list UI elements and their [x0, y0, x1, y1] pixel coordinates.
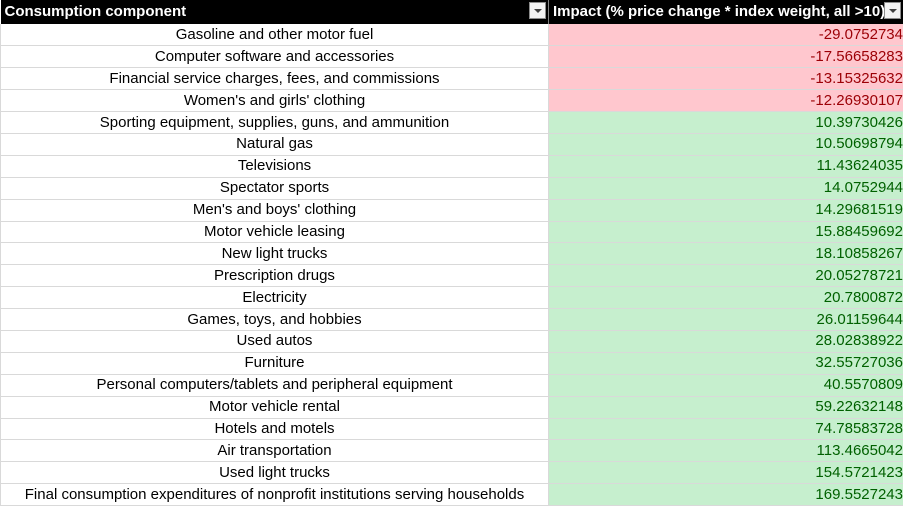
component-cell[interactable]: Hotels and motels — [0, 418, 549, 441]
table-row: Personal computers/tablets and periphera… — [0, 374, 903, 397]
impact-cell[interactable]: 26.01159644 — [548, 308, 903, 331]
impact-cell[interactable]: 10.50698794 — [548, 133, 903, 156]
impact-cell[interactable]: 169.5527243 — [548, 483, 903, 506]
component-cell[interactable]: Gasoline and other motor fuel — [0, 24, 549, 47]
impact-cell[interactable]: 40.5570809 — [548, 374, 903, 397]
impact-cell[interactable]: 14.29681519 — [548, 199, 903, 222]
impact-cell[interactable]: -17.56658283 — [548, 45, 903, 69]
impact-cell[interactable]: 15.88459692 — [548, 221, 903, 244]
component-cell[interactable]: Air transportation — [0, 439, 549, 463]
impact-cell[interactable]: 14.0752944 — [548, 177, 903, 200]
component-cell[interactable]: Women's and girls' clothing — [0, 89, 549, 113]
table-row: Used autos 28.02838922 — [0, 330, 903, 353]
impact-cell[interactable]: 154.5721423 — [548, 461, 903, 485]
component-cell[interactable]: Natural gas — [0, 133, 549, 156]
table-row: Televisions 11.43624035 — [0, 155, 903, 178]
table-row: Natural gas 10.50698794 — [0, 133, 903, 156]
impact-cell[interactable]: 20.05278721 — [548, 264, 903, 288]
impact-cell[interactable]: 32.55727036 — [548, 352, 903, 375]
impact-cell[interactable]: 59.22632148 — [548, 396, 903, 419]
table-row: Women's and girls' clothing -12.26930107 — [0, 89, 903, 113]
table-row: New light trucks 18.10858267 — [0, 242, 903, 266]
component-cell[interactable]: Electricity — [0, 286, 549, 310]
impact-cell[interactable]: 113.4665042 — [548, 439, 903, 463]
component-cell[interactable]: New light trucks — [0, 242, 549, 266]
component-cell[interactable]: Used autos — [0, 330, 549, 353]
component-cell[interactable]: Used light trucks — [0, 461, 549, 485]
impact-cell[interactable]: -12.26930107 — [548, 89, 903, 113]
column-header-component[interactable]: Consumption component — [0, 0, 549, 24]
column-header-impact[interactable]: Impact (% price change * index weight, a… — [548, 0, 903, 24]
column-header-component-label: Consumption component — [4, 3, 187, 20]
table-row: Motor vehicle rental 59.22632148 — [0, 396, 903, 419]
table-row: Gasoline and other motor fuel -29.0752734 — [0, 24, 903, 47]
table-row: Motor vehicle leasing 15.88459692 — [0, 221, 903, 244]
component-cell[interactable]: Motor vehicle rental — [0, 396, 549, 419]
impact-cell[interactable]: 28.02838922 — [548, 330, 903, 353]
table-row: Computer software and accessories -17.566… — [0, 45, 903, 69]
impact-cell[interactable]: 18.10858267 — [548, 242, 903, 266]
component-cell[interactable]: Spectator sports — [0, 177, 549, 200]
table-row: Final consumption expenditures of nonpro… — [0, 483, 903, 506]
table-row: Financial service charges, fees, and com… — [0, 67, 903, 91]
table-body: Gasoline and other motor fuel -29.0752734… — [0, 24, 903, 506]
impact-cell[interactable]: 74.78583728 — [548, 418, 903, 441]
table-row: Hotels and motels 74.78583728 — [0, 418, 903, 441]
component-cell[interactable]: Computer software and accessories — [0, 45, 549, 69]
table-row: Sporting equipment, supplies, guns, and … — [0, 111, 903, 134]
component-cell[interactable]: Televisions — [0, 155, 549, 178]
impact-cell[interactable]: 10.39730426 — [548, 111, 903, 134]
component-cell[interactable]: Furniture — [0, 352, 549, 375]
component-cell[interactable]: Prescription drugs — [0, 264, 549, 288]
impact-cell[interactable]: 11.43624035 — [548, 155, 903, 178]
impact-cell[interactable]: -29.0752734 — [548, 24, 903, 47]
table-row: Prescription drugs 20.05278721 — [0, 264, 903, 288]
impact-cell[interactable]: -13.15325632 — [548, 67, 903, 91]
component-cell[interactable]: Men's and boys' clothing — [0, 199, 549, 222]
impact-cell[interactable]: 20.7800872 — [548, 286, 903, 310]
table-row: Electricity 20.7800872 — [0, 286, 903, 310]
table-row: Air transportation 113.4665042 — [0, 439, 903, 463]
component-cell[interactable]: Personal computers/tablets and periphera… — [0, 374, 549, 397]
table-row: Furniture 32.55727036 — [0, 352, 903, 375]
column-header-impact-label: Impact (% price change * index weight, a… — [553, 3, 886, 20]
table-row: Used light trucks 154.5721423 — [0, 461, 903, 485]
table-row: Spectator sports 14.0752944 — [0, 177, 903, 200]
component-cell[interactable]: Motor vehicle leasing — [0, 221, 549, 244]
component-cell[interactable]: Final consumption expenditures of nonpro… — [0, 483, 549, 506]
filter-dropdown-icon[interactable] — [884, 2, 901, 19]
header-row: Consumption component Impact (% price ch… — [0, 0, 903, 24]
table-row: Men's and boys' clothing 14.29681519 — [0, 199, 903, 222]
component-cell[interactable]: Financial service charges, fees, and com… — [0, 67, 549, 91]
table-row: Games, toys, and hobbies 26.01159644 — [0, 308, 903, 331]
filter-dropdown-icon[interactable] — [529, 2, 546, 19]
component-cell[interactable]: Sporting equipment, supplies, guns, and … — [0, 111, 549, 134]
component-cell[interactable]: Games, toys, and hobbies — [0, 308, 549, 331]
